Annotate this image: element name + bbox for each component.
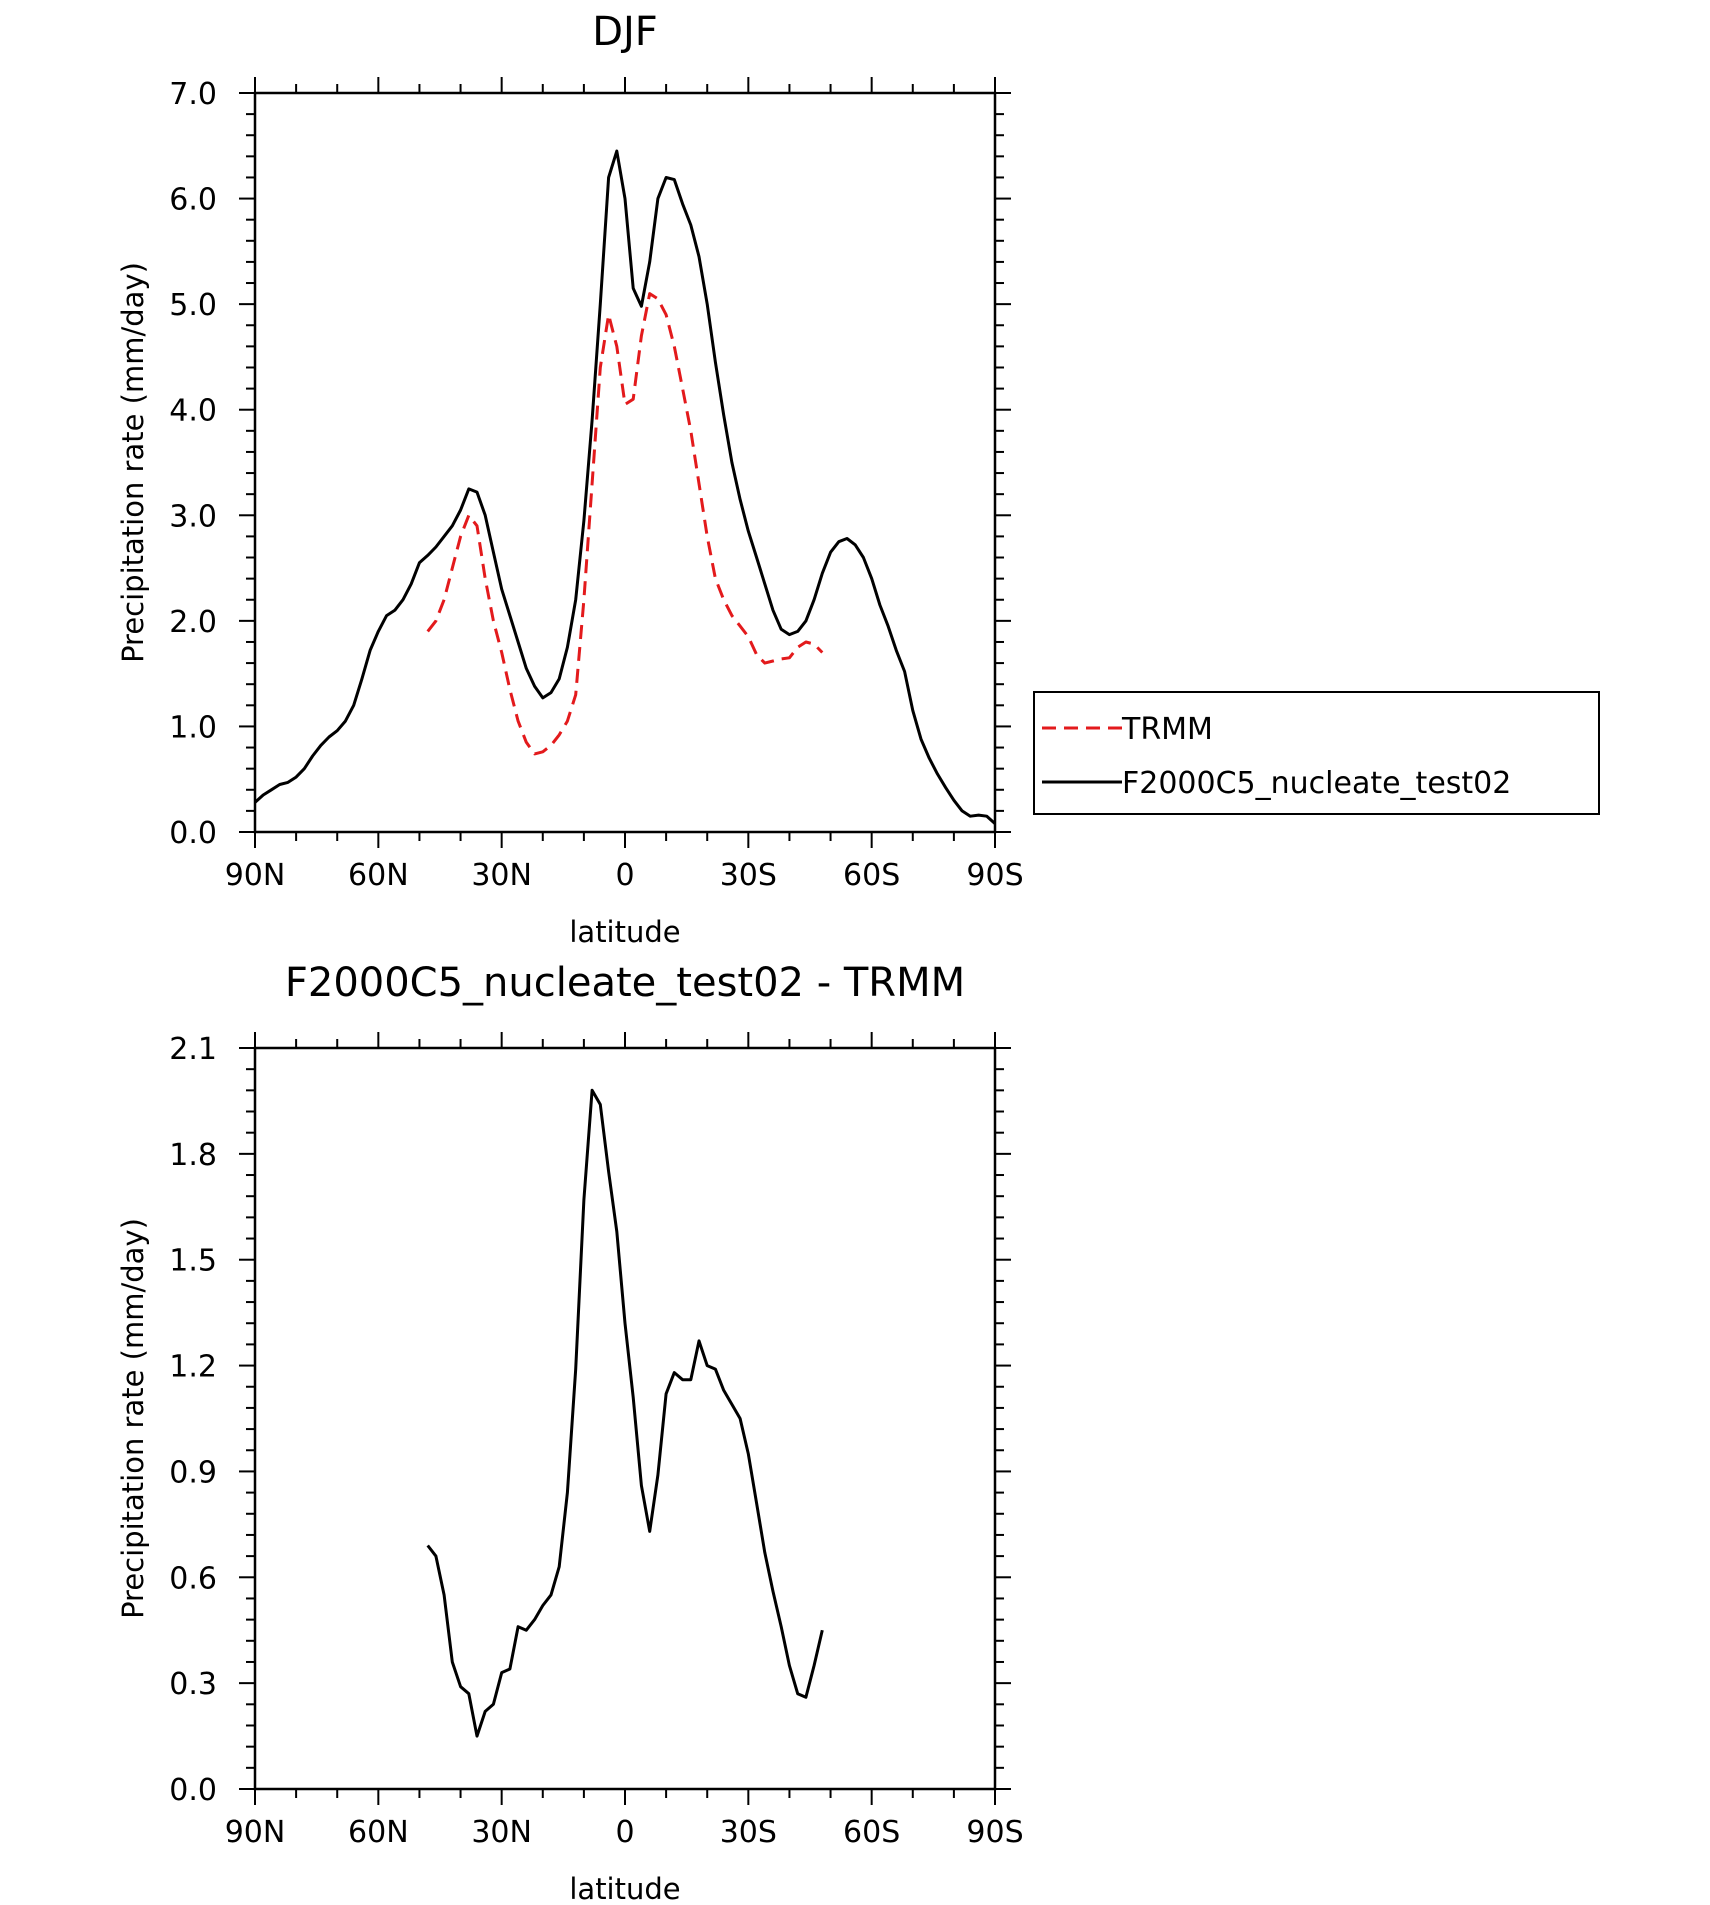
x-tick-label: 60S bbox=[843, 858, 900, 893]
series-0-line bbox=[426, 1088, 824, 1738]
y-axis-label: Precipitation rate (mm/day) bbox=[116, 262, 150, 663]
y-tick-label: 4.0 bbox=[169, 394, 217, 429]
legend-box bbox=[1033, 691, 1600, 815]
y-tick-label: 0.0 bbox=[169, 1773, 217, 1808]
y-tick-label: 7.0 bbox=[169, 77, 217, 112]
legend-label-0: TRMM bbox=[1121, 712, 1213, 747]
y-tick-label: 3.0 bbox=[169, 499, 217, 534]
legend-label-1: F2000C5_nucleate_test02 bbox=[1122, 766, 1511, 801]
x-tick-label: 30N bbox=[471, 858, 532, 893]
y-tick-label: 1.2 bbox=[169, 1350, 217, 1385]
chart-title: DJF bbox=[592, 9, 658, 55]
f2000c5-nucleate-test02-line bbox=[253, 149, 997, 825]
x-tick-label: 90N bbox=[225, 1815, 286, 1850]
x-tick-label: 60S bbox=[843, 1815, 900, 1850]
y-tick-label: 0.6 bbox=[169, 1561, 217, 1596]
y-tick-label: 1.5 bbox=[169, 1244, 217, 1279]
x-tick-label: 0 bbox=[615, 858, 634, 893]
y-tick-label: 2.0 bbox=[169, 605, 217, 640]
plot-frame bbox=[253, 1046, 997, 1791]
chart-title: F2000C5_nucleate_test02 - TRMM bbox=[285, 960, 965, 1006]
y-tick-label: 0.0 bbox=[169, 816, 217, 851]
x-tick-label: 30S bbox=[720, 1815, 777, 1850]
y-tick-label: 6.0 bbox=[169, 183, 217, 218]
x-tick-label: 90N bbox=[225, 858, 286, 893]
x-tick-label: 30S bbox=[720, 858, 777, 893]
y-tick-label: 1.0 bbox=[169, 710, 217, 745]
x-tick-label: 90S bbox=[966, 1815, 1023, 1850]
x-tick-label: 0 bbox=[615, 1815, 634, 1850]
top-panel: DJF 90N 60N 30N 0 30S 60S 90S 0.0 1.0 2.0 3.0 4.0 5.0… bbox=[116, 9, 1024, 949]
bottom-panel: F2000C5_nucleate_test02 - TRMM 90N 60N 30N 0… bbox=[116, 960, 1024, 1905]
x-tick-label: 60N bbox=[348, 1815, 409, 1850]
y-tick-label: 0.3 bbox=[169, 1667, 217, 1702]
x-tick-label: 60N bbox=[348, 858, 409, 893]
y-tick-label: 5.0 bbox=[169, 288, 217, 323]
legend: TRMM F2000C5_nucleate_test02 bbox=[1033, 691, 1600, 815]
x-tick-label: 30N bbox=[471, 1815, 532, 1850]
x-axis-label: latitude bbox=[569, 915, 680, 949]
y-axis-label: Precipitation rate (mm/day) bbox=[116, 1218, 150, 1619]
y-tick-label: 1.8 bbox=[169, 1138, 217, 1173]
y-tick-label: 2.1 bbox=[169, 1032, 217, 1067]
x-tick-label: 90S bbox=[966, 858, 1023, 893]
y-tick-label: 0.9 bbox=[169, 1455, 217, 1490]
x-axis-label: latitude bbox=[569, 1872, 680, 1905]
trmm-line bbox=[426, 292, 824, 756]
